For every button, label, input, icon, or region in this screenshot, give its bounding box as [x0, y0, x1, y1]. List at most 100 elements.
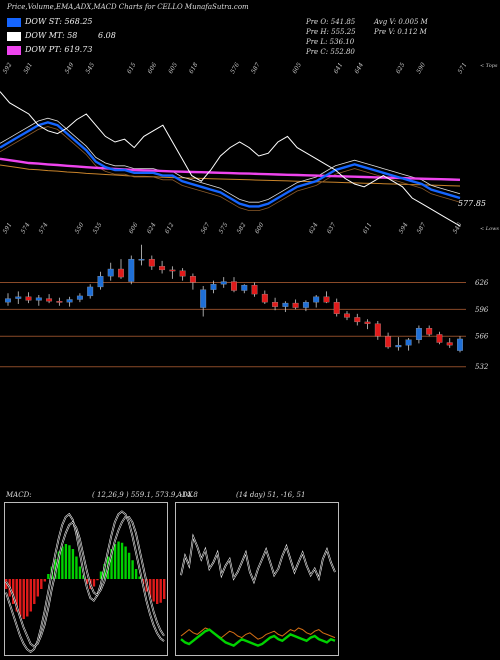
macd-bar: [22, 579, 25, 619]
ema-top-label: 606: [146, 61, 158, 75]
ema-bottom-label: 624: [308, 221, 320, 235]
candle-body: [220, 281, 227, 285]
adx-line-core: [180, 535, 336, 583]
macd-bar: [68, 545, 71, 579]
legend-swatch-magenta: [7, 45, 21, 55]
ema-price-label: 577.85: [458, 199, 486, 208]
macd-panel: [4, 502, 168, 656]
legend-dow-pt-label: DOW PT: 619.73: [25, 45, 93, 54]
macd-bar: [64, 544, 68, 579]
adx-title: ADX: [177, 491, 193, 499]
candle-body: [395, 345, 402, 348]
ema-top-label: 576: [229, 61, 241, 75]
candle-body: [405, 339, 412, 346]
macd-bar: [36, 579, 39, 597]
macd-bar: [148, 579, 152, 598]
ema-band-orange: [0, 164, 461, 187]
candle-body: [46, 298, 53, 302]
legend-swatch-white: [7, 31, 21, 41]
candle-body: [251, 284, 258, 295]
adx-minus-di-line: [180, 627, 336, 640]
price-level-label: 596: [475, 306, 489, 314]
macd-bar: [71, 549, 75, 579]
candle-body: [457, 338, 463, 351]
candle-body: [128, 258, 135, 282]
candle-body: [189, 276, 196, 283]
macd-bar: [131, 560, 134, 579]
candle-body: [272, 302, 279, 307]
macd-bar: [117, 541, 120, 579]
macd-bar: [75, 556, 78, 579]
candle-body: [66, 299, 73, 303]
candle-body: [364, 321, 371, 324]
adx-params: (14 day) 51, -16, 51: [236, 491, 306, 499]
pre-low: Pre L: 536.10: [306, 38, 355, 46]
ema-top-label: 581: [22, 62, 34, 75]
legend-dow-mt-label: DOW MT: 58: [25, 31, 78, 40]
candle-body: [333, 302, 340, 314]
candle-body: [138, 258, 145, 261]
macd-bar: [43, 579, 47, 582]
macd-bar: [33, 579, 36, 604]
ema-bottom-label: 591: [2, 222, 14, 235]
candle-body: [107, 268, 114, 277]
candle-body: [344, 313, 350, 318]
legend-dow-pt: DOW PT: 619.73: [7, 45, 92, 55]
candle-body: [282, 302, 289, 307]
macd-bar: [159, 579, 162, 603]
candle-body: [210, 284, 217, 290]
ema-top-label: 644: [353, 61, 365, 75]
ema-panel: < Tops < Lows 592 581 549 545 615 606 605 618 57…: [0, 61, 499, 235]
ema-top-label: 590: [415, 61, 427, 75]
ema-bottom-label: 606: [128, 221, 140, 235]
extra-value: 6.08: [98, 31, 116, 40]
candle-body: [302, 302, 309, 308]
ema-corner-bottom: < Lows: [480, 226, 499, 232]
ema-corner-top: < Tops: [480, 63, 498, 69]
macd-bar: [78, 566, 82, 579]
candle-body: [5, 298, 11, 303]
ema-bottom-label: 574: [38, 221, 50, 235]
macd-bar: [61, 546, 64, 579]
macd-bar: [163, 579, 166, 599]
macd-bar: [5, 579, 8, 589]
pre-volume: Pre V: 0.112 M: [374, 28, 427, 36]
ema-bottom-label: 546: [452, 221, 464, 235]
ema-bottom-label: 600: [254, 221, 266, 235]
ema-dow-pt-line: [0, 157, 461, 181]
legend-dow-mt: DOW MT: 58: [7, 31, 77, 41]
candle-body: [15, 296, 22, 299]
macd-bar: [15, 579, 18, 612]
macd-bar: [120, 542, 124, 579]
ema-top-label: 605: [167, 61, 179, 75]
macd-line-core: [5, 511, 165, 653]
ema-bottom-label: 535: [92, 221, 104, 235]
macd-bar: [138, 576, 141, 579]
candle-body: [118, 268, 124, 278]
macd-bar: [155, 579, 159, 604]
macd-lines: [5, 510, 165, 654]
adx-plus-di-line: [180, 628, 336, 647]
ema-top-label: 641: [333, 62, 345, 75]
macd-bar: [26, 579, 29, 617]
candle-body: [148, 258, 155, 267]
macd-bar: [40, 579, 43, 589]
avg-volume: Avg V: 0.005 M: [374, 18, 428, 26]
ema-band-grey: [0, 117, 461, 203]
ema-bottom-label: 612: [164, 221, 176, 235]
pre-close: Pre C: 552.80: [306, 48, 355, 56]
ema-bottom-labels: 591 574 574 550 535 606 624 612 567 575 582 600 624 6…: [2, 221, 464, 235]
macd-bar: [82, 575, 85, 579]
candle-body: [56, 301, 63, 303]
ema-bottom-label: 587: [416, 221, 428, 235]
candle-body: [97, 276, 104, 288]
macd-bar: [99, 571, 103, 579]
candle-body: [35, 297, 42, 301]
ema-top-label: 615: [126, 61, 138, 75]
macd-bar: [103, 564, 106, 579]
macd-bar: [152, 579, 155, 602]
ema-bottom-label: 550: [74, 221, 86, 235]
macd-bar: [92, 579, 96, 587]
macd-title: MACD:: [6, 491, 32, 499]
adx-lines: [180, 533, 336, 647]
